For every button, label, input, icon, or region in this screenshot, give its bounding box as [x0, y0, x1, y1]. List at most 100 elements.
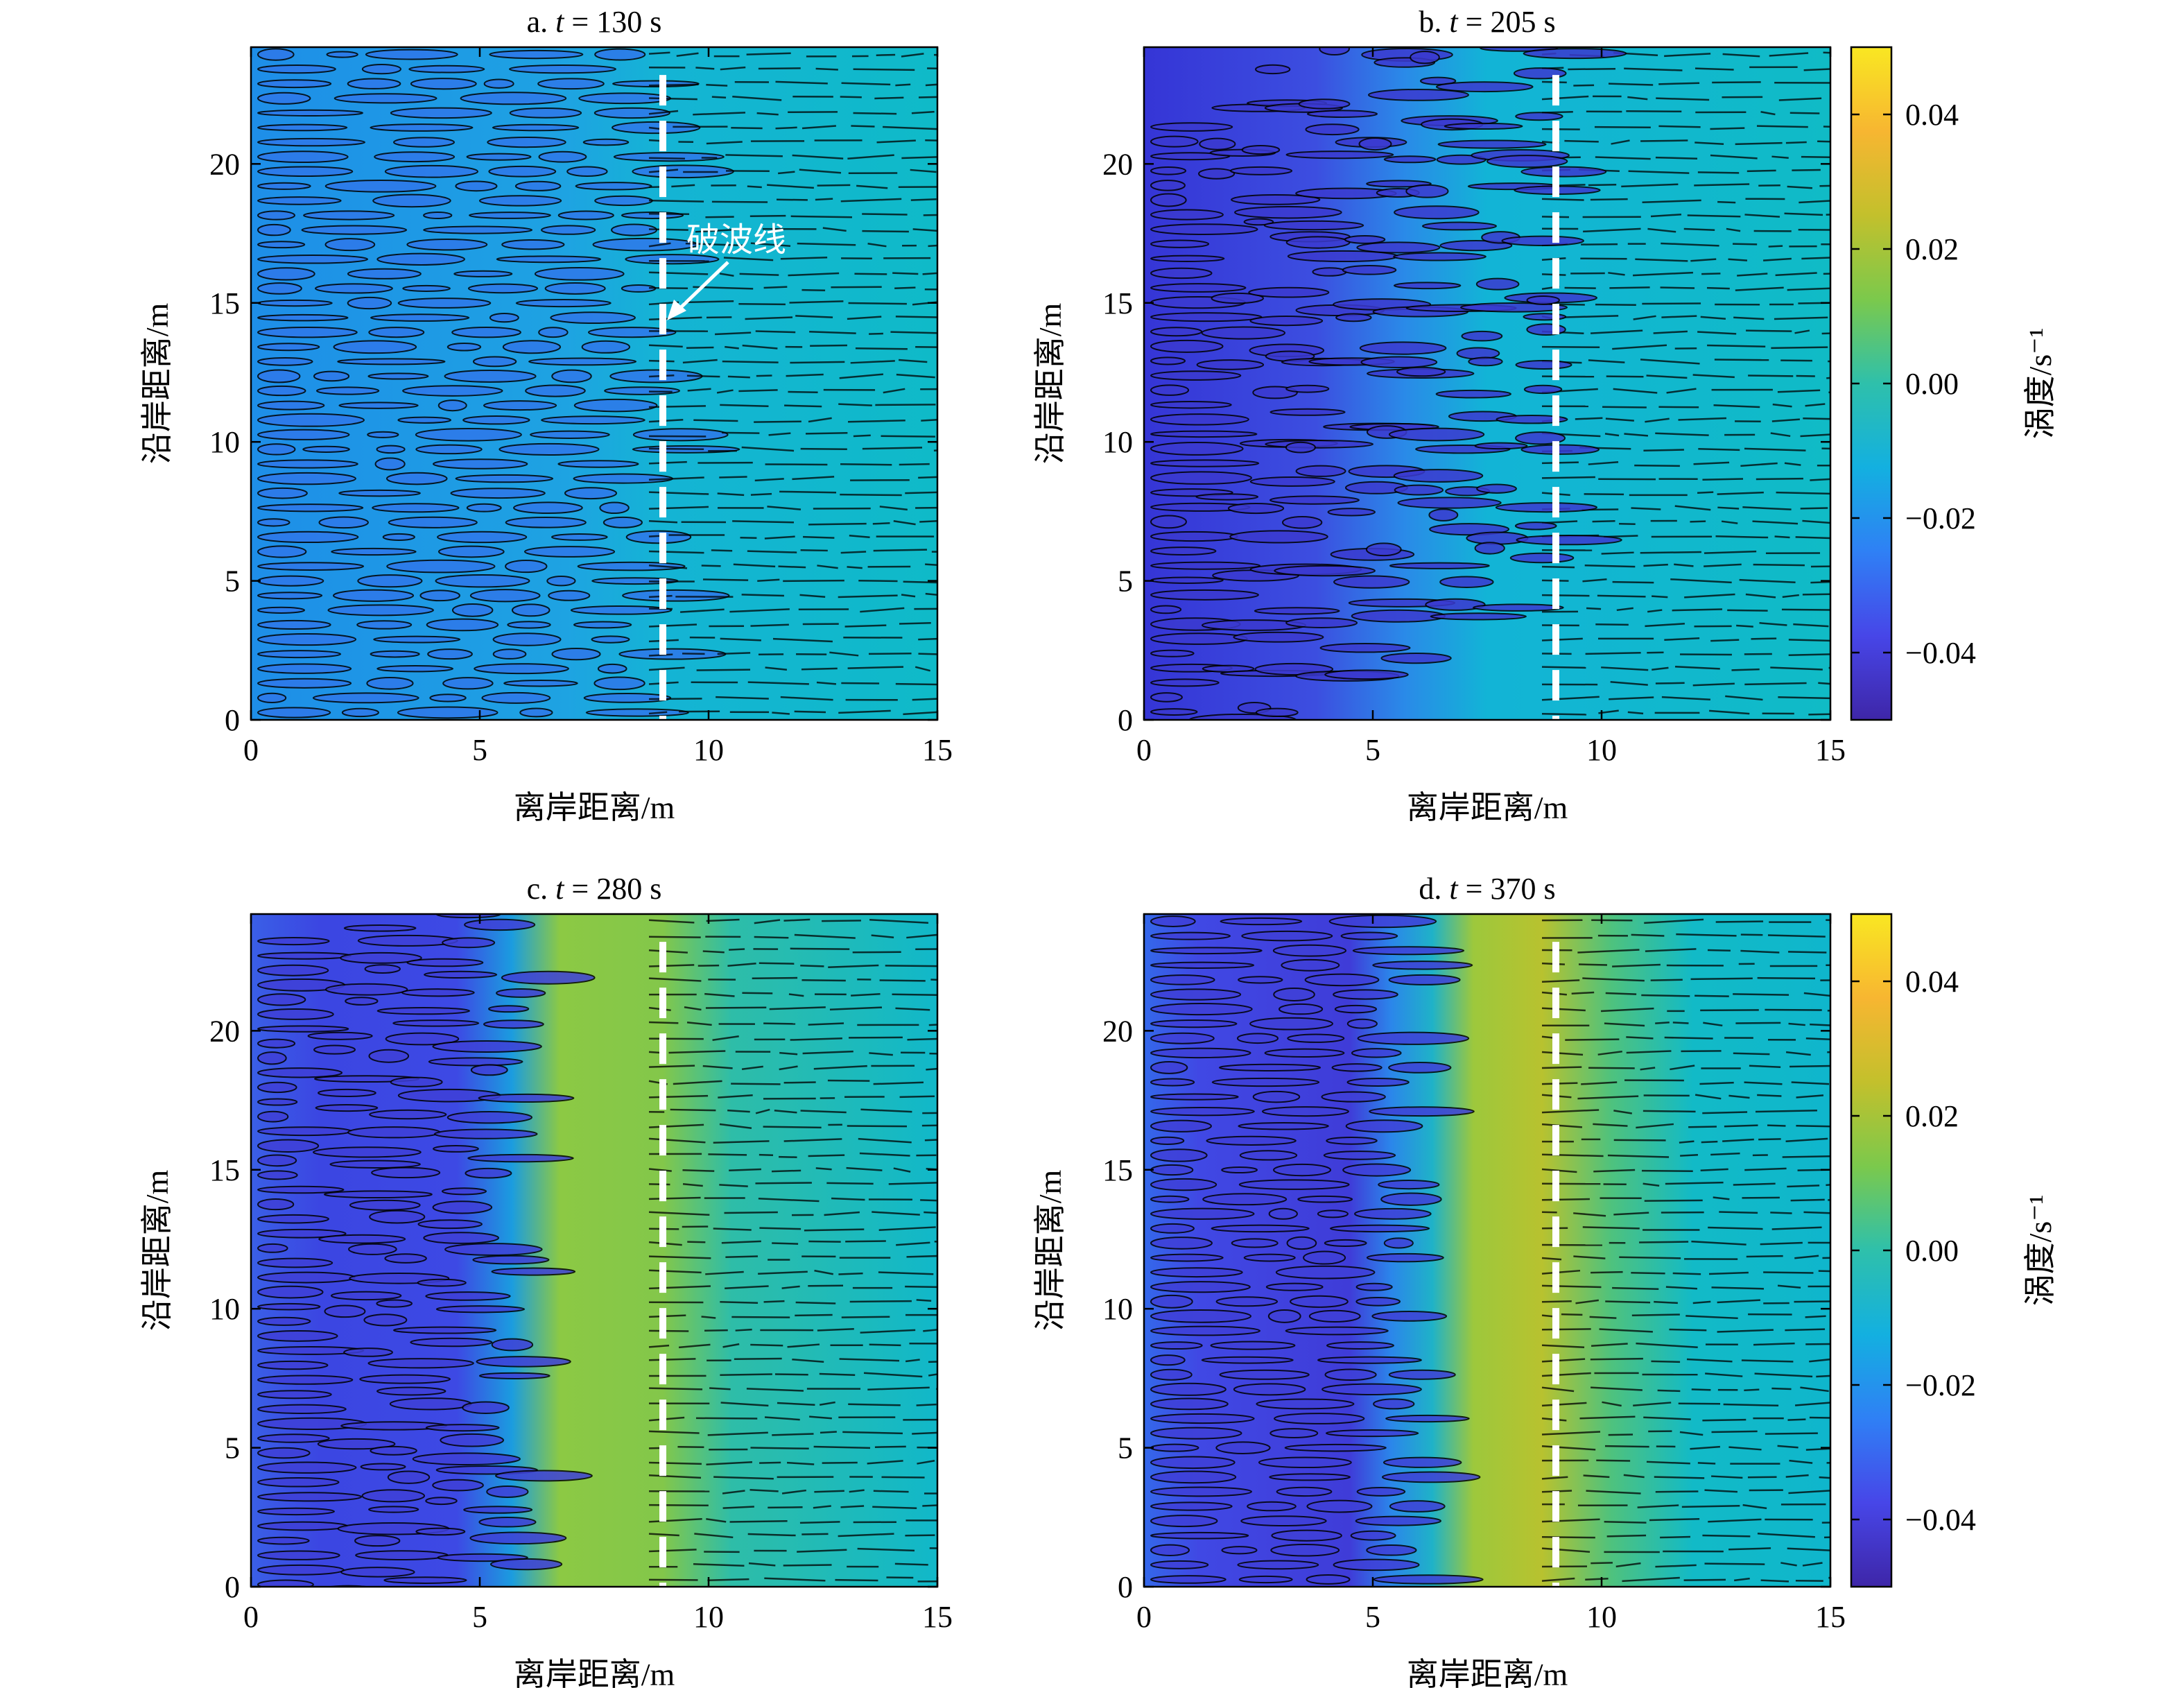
contour-line: [648, 344, 683, 348]
contour-line: [775, 80, 828, 85]
contour-line: [860, 1329, 916, 1334]
contour-line: [1741, 1359, 1794, 1363]
contour-line: [1733, 243, 1758, 246]
contour-line: [1541, 637, 1583, 641]
contour-line: [1593, 1169, 1636, 1173]
contour-line: [774, 1109, 797, 1114]
contour-streak: [392, 1019, 480, 1027]
contour-line: [1788, 1490, 1830, 1495]
contour-line: [905, 1359, 920, 1363]
contour-line: [704, 1329, 728, 1332]
contour-line: [1722, 1138, 1754, 1142]
x-axis-label: 离岸距离/m: [514, 1657, 675, 1688]
contour-line: [1785, 1328, 1826, 1332]
contour-line: [682, 359, 718, 364]
contour-streak: [1215, 1441, 1271, 1454]
contour-line: [752, 976, 798, 980]
contour-line: [1817, 140, 1830, 143]
heatmap-background: [251, 47, 937, 720]
contour-line: [706, 1461, 753, 1465]
contour-line: [799, 169, 842, 174]
contour-line: [1611, 139, 1630, 145]
contour-line: [1608, 1433, 1633, 1436]
contour-line: [1597, 1050, 1622, 1056]
contour-streak: [1367, 88, 1469, 101]
contour-streak: [1435, 81, 1534, 93]
contour-streak: [415, 444, 483, 455]
contour-streak: [1468, 356, 1503, 367]
contour-streak: [374, 457, 406, 471]
y-axis-label: 沿岸距离/m: [1032, 1170, 1068, 1332]
contour-line: [719, 273, 734, 277]
contour-streak: [1351, 1048, 1402, 1058]
contour-streak: [1150, 1237, 1213, 1250]
contour-streak: [1243, 1253, 1296, 1262]
contour-line: [779, 1065, 798, 1071]
contour-streak: [1150, 400, 1232, 409]
contour-streak: [324, 1304, 366, 1318]
contour-line: [1624, 433, 1649, 437]
contour-line: [888, 1182, 937, 1185]
contour-line: [1612, 344, 1667, 350]
contour-streak: [447, 343, 482, 352]
contour-streak: [257, 267, 315, 281]
contour-line: [1634, 464, 1680, 467]
contour-line: [1698, 448, 1740, 451]
contour-streak: [1150, 1354, 1186, 1366]
contour-streak: [312, 1146, 422, 1158]
contour-streak: [1304, 973, 1380, 987]
contour-streak: [566, 166, 608, 177]
contour-line: [648, 506, 709, 510]
contour-line: [1590, 198, 1628, 201]
contour-line: [1665, 1181, 1724, 1185]
contour-streak: [318, 516, 369, 529]
contour-streak: [329, 1160, 421, 1169]
contour-line: [1733, 316, 1765, 320]
contour-line: [924, 1211, 937, 1214]
contour-streak: [1150, 1544, 1190, 1556]
contour-streak: [257, 150, 349, 164]
contour-line: [1788, 1022, 1805, 1026]
contour-line: [808, 1240, 841, 1243]
contour-line: [927, 67, 937, 70]
contour-streak: [1295, 465, 1346, 477]
contour-line: [1760, 1241, 1803, 1246]
contour-streak: [488, 165, 557, 178]
contour-line: [1744, 1081, 1783, 1085]
contour-line: [704, 992, 735, 997]
contour-streak: [401, 988, 475, 997]
contour-line: [899, 359, 928, 363]
contour-line: [1712, 81, 1761, 84]
contour-line: [860, 1108, 912, 1113]
contour-line: [839, 1358, 900, 1362]
contour-line: [906, 1255, 937, 1258]
contour-streak: [397, 416, 451, 424]
contour-line: [1601, 666, 1649, 671]
contour-line: [1697, 491, 1714, 494]
contour-streak: [462, 415, 530, 425]
contour-streak: [337, 358, 446, 365]
contour-line: [648, 316, 702, 321]
contour-streak: [1321, 1091, 1386, 1103]
contour-line: [1749, 1065, 1781, 1068]
contour-line: [648, 666, 685, 671]
y-tick-label: 15: [1102, 1153, 1133, 1187]
contour-streak: [435, 574, 530, 588]
contour-line: [693, 419, 738, 422]
contour-line: [1575, 1299, 1600, 1304]
contour-streak: [1342, 1163, 1412, 1177]
contour-streak: [1444, 122, 1523, 130]
contour-line: [1710, 127, 1745, 130]
contour-line: [1613, 1139, 1666, 1142]
contour-streak: [326, 51, 358, 58]
contour-streak: [376, 252, 465, 266]
contour-line: [910, 198, 937, 201]
contour-streak: [478, 1517, 537, 1528]
contour-streak: [390, 1076, 443, 1087]
contour-streak: [370, 313, 470, 322]
contour-streak: [257, 1302, 321, 1311]
contour-line: [1803, 1211, 1830, 1214]
contour-line: [1541, 1402, 1587, 1407]
contour-streak: [318, 1234, 406, 1244]
contour-line: [648, 1416, 685, 1422]
